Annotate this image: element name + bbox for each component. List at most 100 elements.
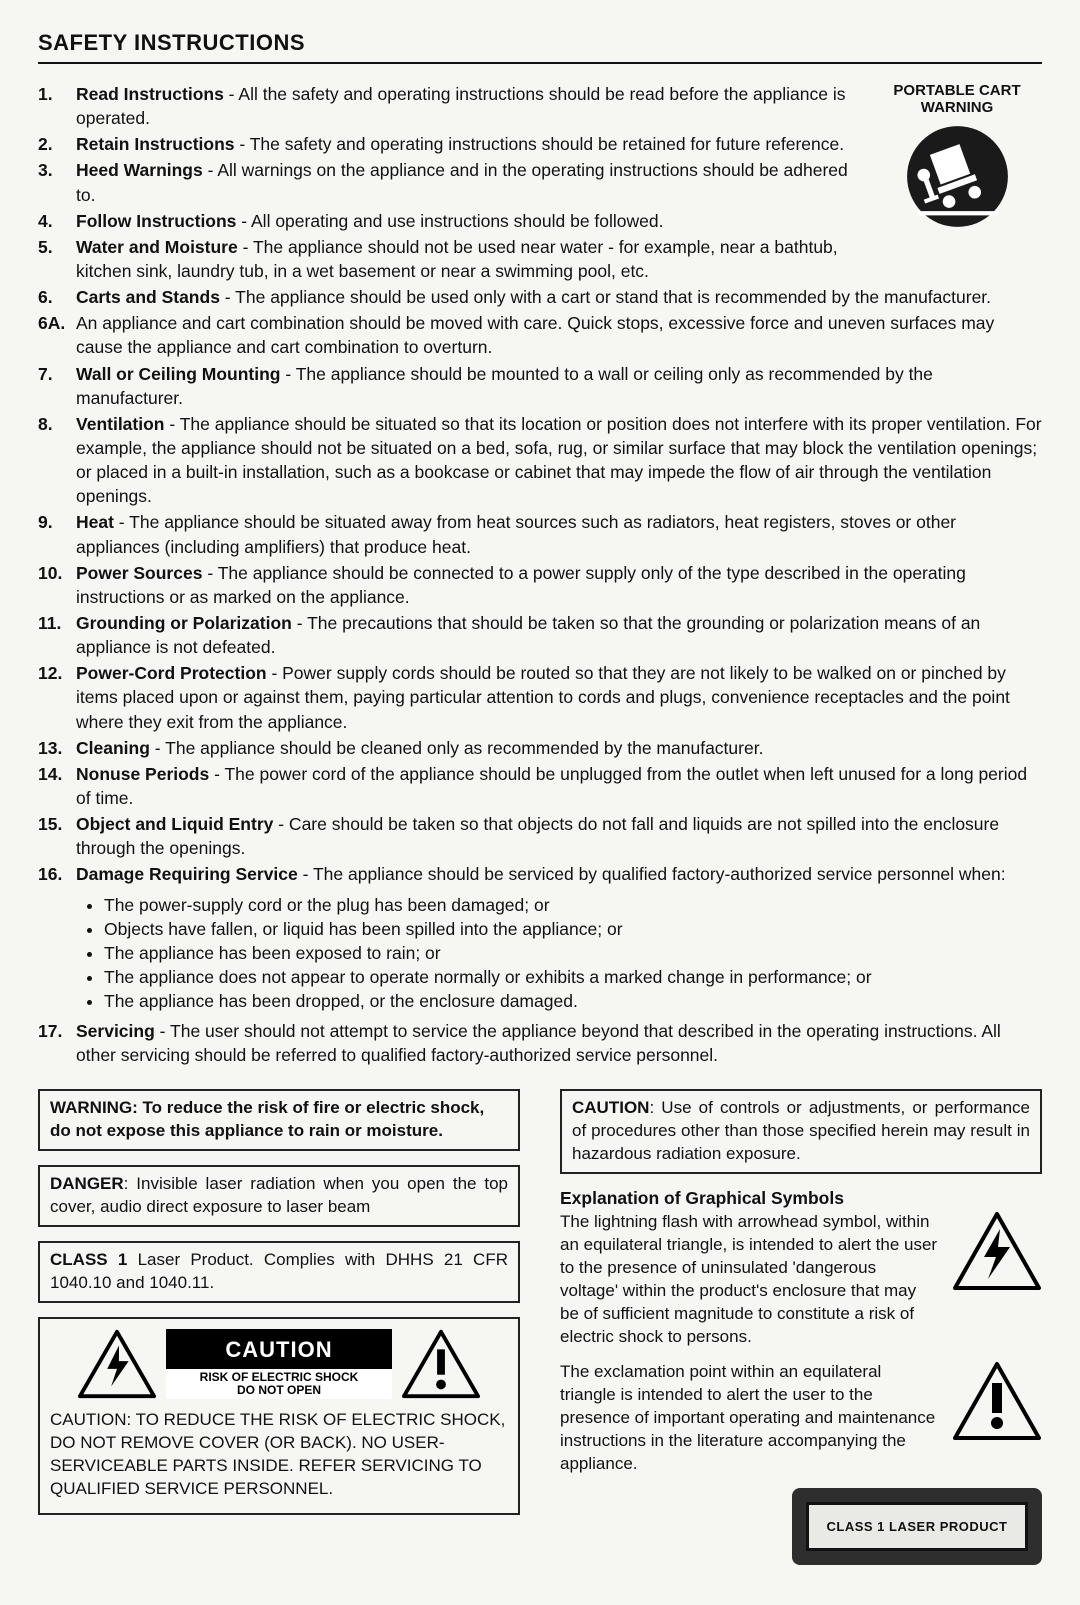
instruction-name: Heed Warnings [76, 160, 203, 180]
instruction-body: Heat - The appliance should be situated … [76, 510, 1042, 558]
lightning-triangle-icon [78, 1329, 156, 1399]
instruction-item: 7.Wall or Ceiling Mounting - The applian… [38, 362, 1042, 410]
instruction-number: 7. [38, 362, 76, 410]
instruction-text: - All operating and use instructions sho… [236, 211, 663, 231]
instruction-item: 16.Damage Requiring Service - The applia… [38, 862, 1042, 886]
instruction-name: Damage Requiring Service [76, 864, 298, 884]
instruction-number: 14. [38, 762, 76, 810]
instruction-text: An appliance and cart combination should… [76, 313, 994, 357]
instruction-body: Read Instructions - All the safety and o… [76, 82, 856, 130]
danger-box: DANGER: Invisible laser radiation when y… [38, 1165, 520, 1227]
instruction-number: 5. [38, 235, 76, 283]
portable-cart-warning: PORTABLE CART WARNING [872, 82, 1042, 233]
left-column: WARNING: To reduce the risk of fire or e… [38, 1089, 520, 1564]
caution-sub2: DO NOT OPEN [237, 1383, 321, 1397]
instruction-name: Ventilation [76, 414, 164, 434]
instruction-item: 13.Cleaning - The appliance should be cl… [38, 736, 1042, 760]
instruction-text: - The appliance should be situated so th… [76, 414, 1042, 506]
instruction-body: Ventilation - The appliance should be si… [76, 412, 1042, 509]
laser-product-text: CLASS 1 LASER PRODUCT [806, 1502, 1028, 1551]
instruction-number: 9. [38, 510, 76, 558]
instruction-item: 6A.An appliance and cart combination sho… [38, 311, 1042, 359]
instruction-name: Grounding or Polarization [76, 613, 292, 633]
instruction-body: Water and Moisture - The appliance shoul… [76, 235, 856, 283]
instruction-name: Wall or Ceiling Mounting [76, 364, 280, 384]
instruction-item: 17.Servicing - The user should not attem… [38, 1019, 1042, 1067]
right-column: CAUTION: Use of controls or adjustments,… [560, 1089, 1042, 1564]
instruction-name: Follow Instructions [76, 211, 236, 231]
exclaim-triangle-icon [402, 1329, 480, 1399]
damage-sub-item: The power-supply cord or the plug has be… [104, 893, 1042, 917]
instruction-number: 15. [38, 812, 76, 860]
instruction-item: 8.Ventilation - The appliance should be … [38, 412, 1042, 509]
instruction-number: 6A. [38, 311, 76, 359]
damage-sub-item: Objects have fallen, or liquid has been … [104, 917, 1042, 941]
instruction-body: Nonuse Periods - The power cord of the a… [76, 762, 1042, 810]
instruction-text: - The user should not attempt to service… [76, 1021, 1001, 1065]
instruction-item: 10.Power Sources - The appliance should … [38, 561, 1042, 609]
radiation-caution-box: CAUTION: Use of controls or adjustments,… [560, 1089, 1042, 1174]
instruction-item: 2.Retain Instructions - The safety and o… [38, 132, 856, 156]
instruction-body: Follow Instructions - All operating and … [76, 209, 856, 233]
instruction-text: - The power cord of the appliance should… [76, 764, 1027, 808]
symbol-row-lightning: The lightning flash with arrowhead symbo… [560, 1211, 1042, 1349]
class1-label: CLASS 1 [50, 1250, 127, 1269]
instruction-name: Retain Instructions [76, 134, 235, 154]
damage-sub-item: The appliance has been exposed to rain; … [104, 941, 1042, 965]
instruction-text: - The appliance should be serviced by qu… [298, 864, 1006, 884]
symbol-row-exclaim: The exclamation point within an equilate… [560, 1361, 1042, 1476]
caution-sub: RISK OF ELECTRIC SHOCK DO NOT OPEN [166, 1369, 392, 1399]
tipping-cart-icon [905, 124, 1010, 229]
instruction-text: - The appliance should be cleaned only a… [150, 738, 764, 758]
instruction-number: 8. [38, 412, 76, 509]
caution-sub1: RISK OF ELECTRIC SHOCK [200, 1370, 359, 1384]
instruction-name: Power Sources [76, 563, 202, 583]
instruction-item: 1.Read Instructions - All the safety and… [38, 82, 856, 130]
instruction-number: 3. [38, 158, 76, 206]
instruction-text: - The appliance should be used only with… [220, 287, 991, 307]
instruction-body: Servicing - The user should not attempt … [76, 1019, 1042, 1067]
instruction-item: 4.Follow Instructions - All operating an… [38, 209, 856, 233]
caution-title: CAUTION [166, 1329, 392, 1369]
instruction-number: 10. [38, 561, 76, 609]
instruction-number: 12. [38, 661, 76, 733]
damage-sub-item: The appliance has been dropped, or the e… [104, 989, 1042, 1013]
instruction-body: Retain Instructions - The safety and ope… [76, 132, 856, 156]
warning-text: WARNING: To reduce the risk of fire or e… [50, 1098, 484, 1140]
instruction-number: 17. [38, 1019, 76, 1067]
symbol-lightning-text: The lightning flash with arrowhead symbo… [560, 1211, 938, 1349]
instruction-item: 12.Power-Cord Protection - Power supply … [38, 661, 1042, 733]
damage-sub-item: The appliance does not appear to operate… [104, 965, 1042, 989]
instruction-body: Object and Liquid Entry - Care should be… [76, 812, 1042, 860]
caution-block: CAUTION RISK OF ELECTRIC SHOCK DO NOT OP… [38, 1317, 520, 1515]
page: SAFETY INSTRUCTIONS PORTABLE CART WARNIN… [0, 0, 1080, 1605]
instruction-body: Carts and Stands - The appliance should … [76, 285, 1042, 309]
instruction-text: - The appliance should be situated away … [76, 512, 956, 556]
class1-box: CLASS 1 Laser Product. Complies with DHH… [38, 1241, 520, 1303]
instruction-item: 5.Water and Moisture - The appliance sho… [38, 235, 856, 283]
instruction-name: Power-Cord Protection [76, 663, 267, 683]
instruction-name: Nonuse Periods [76, 764, 209, 784]
instruction-number: 16. [38, 862, 76, 886]
damage-sublist: The power-supply cord or the plug has be… [104, 893, 1042, 1014]
instruction-item: 14.Nonuse Periods - The power cord of th… [38, 762, 1042, 810]
instruction-name: Cleaning [76, 738, 150, 758]
instruction-name: Object and Liquid Entry [76, 814, 273, 834]
instruction-name: Heat [76, 512, 114, 532]
exclaim-symbol-icon [952, 1361, 1042, 1441]
instruction-item: 9.Heat - The appliance should be situate… [38, 510, 1042, 558]
instruction-sublist-wrap: The power-supply cord or the plug has be… [38, 889, 1042, 1018]
cart-warning-line1: PORTABLE CART [872, 82, 1042, 99]
danger-label: DANGER [50, 1174, 124, 1193]
instruction-body: An appliance and cart combination should… [76, 311, 1042, 359]
instruction-body: Power-Cord Protection - Power supply cor… [76, 661, 1042, 733]
instruction-name: Water and Moisture [76, 237, 238, 257]
instruction-number: 6. [38, 285, 76, 309]
radiation-caution-label: CAUTION [572, 1098, 649, 1117]
instruction-number: 11. [38, 611, 76, 659]
instruction-item: 15.Object and Liquid Entry - Care should… [38, 812, 1042, 860]
laser-product-label: CLASS 1 LASER PRODUCT [792, 1488, 1042, 1565]
instruction-number: 13. [38, 736, 76, 760]
instruction-number: 4. [38, 209, 76, 233]
instruction-body: Grounding or Polarization - The precauti… [76, 611, 1042, 659]
